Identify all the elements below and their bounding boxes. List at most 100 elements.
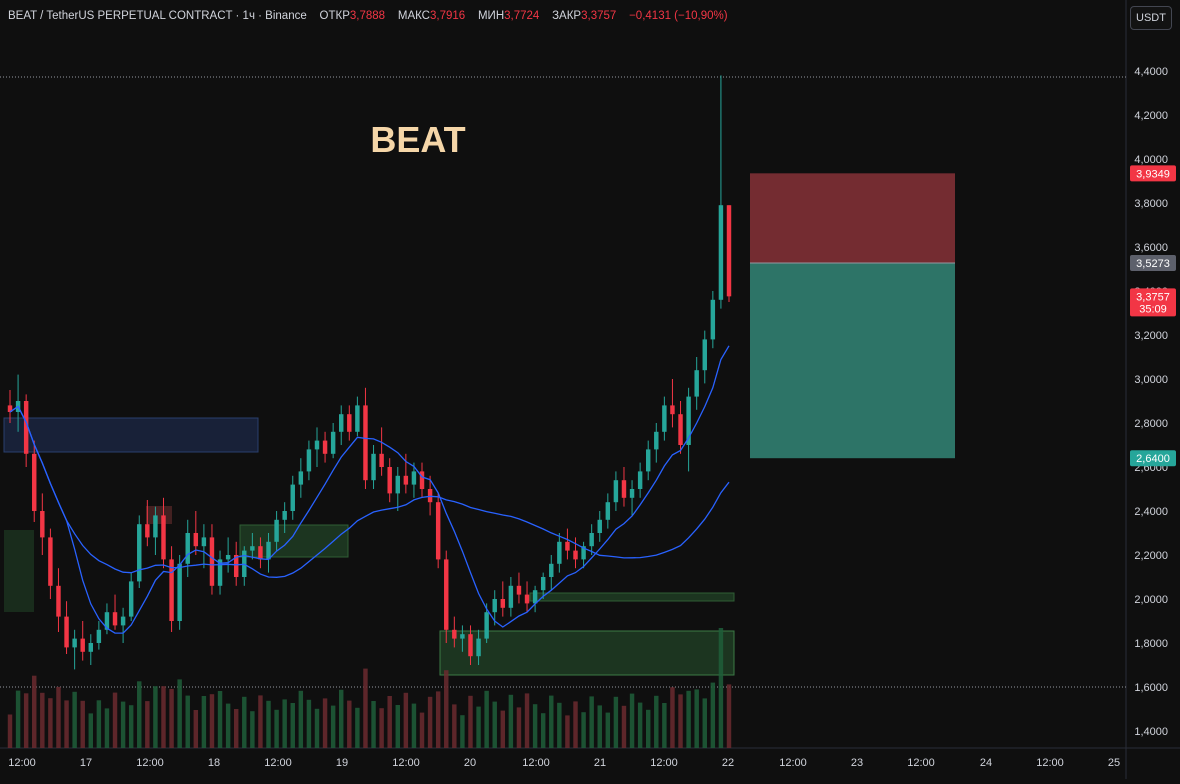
volume-bar [363, 668, 368, 748]
volume-bar [710, 682, 716, 748]
volume-bar [613, 696, 619, 748]
candle-up [686, 396, 691, 445]
volume-bars [7, 628, 732, 748]
support-zone-box [529, 592, 735, 602]
time-tick-label: 12:00 [522, 757, 550, 769]
volume-bar [209, 694, 215, 748]
candle-down [516, 585, 522, 595]
time-axis[interactable]: 12:00 17 12:00 18 12:00 19 12:00 20 12:00 21 12:00… [8, 757, 1120, 769]
price-tick-label: 1,6000 [1134, 682, 1168, 694]
change-value: −0,4131 (−10,90%) [629, 10, 728, 22]
candle-down [161, 515, 166, 560]
candle-up [629, 489, 635, 498]
volume-bar [565, 715, 570, 748]
candle-down [565, 541, 570, 551]
volume-bar [662, 703, 667, 748]
candle-up [476, 638, 481, 657]
volume-bar [120, 701, 126, 748]
candle-down [678, 414, 683, 445]
candle-down [387, 467, 392, 494]
candle-up [339, 414, 344, 432]
candle-up [710, 299, 716, 340]
candle-down [363, 405, 368, 481]
price-tick-label: 4,2000 [1134, 110, 1168, 122]
candle-down [233, 555, 239, 577]
volume-bar [201, 696, 207, 748]
candle-down [32, 453, 37, 511]
interval-label[interactable]: 1ч [242, 10, 255, 22]
position-tool[interactable] [750, 173, 955, 459]
candles-layer[interactable] [7, 75, 732, 670]
volume-bar [678, 694, 683, 748]
volume-bar [274, 709, 279, 748]
candle-down [80, 638, 85, 652]
volume-bar [484, 690, 489, 748]
volume-bar [258, 695, 263, 748]
candle-up [104, 612, 110, 630]
volume-bar [524, 693, 530, 748]
stop-price-label: 3,9349 [1136, 168, 1170, 180]
price-tick-label: 3,6000 [1134, 242, 1168, 254]
volume-bar [500, 710, 506, 748]
candle-up [540, 577, 546, 591]
volume-bar [242, 696, 247, 748]
volume-bar [15, 690, 21, 748]
candle-up [201, 537, 207, 547]
slow-ma-line [9, 405, 730, 578]
candle-down [500, 599, 506, 608]
support-zone-box [439, 630, 735, 676]
candle-down [193, 533, 199, 547]
candle-down [468, 634, 473, 657]
volume-bar [72, 691, 77, 748]
candle-up [654, 431, 659, 450]
candle-down [573, 550, 578, 560]
volume-bar [411, 703, 417, 748]
close-label: ЗАКР [552, 10, 582, 22]
volume-bar [694, 689, 699, 748]
volume-bar [306, 699, 312, 748]
volume-bar [48, 698, 53, 748]
volume-bar [177, 679, 182, 748]
candle-down [48, 537, 53, 586]
candle-up [314, 440, 320, 450]
volume-bar [532, 704, 538, 748]
candle-up [290, 484, 295, 511]
candle-up [185, 533, 190, 564]
candle-up [581, 546, 586, 560]
currency-button[interactable]: USDT [1130, 6, 1172, 30]
price-tick-label: 3,8000 [1134, 198, 1168, 210]
volume-bar [161, 686, 166, 748]
volume-bar [718, 628, 724, 748]
volume-bar [654, 695, 659, 748]
current-price-label-bg [1130, 288, 1176, 317]
volume-bar [573, 701, 578, 748]
candle-down [64, 616, 69, 648]
candle-up [597, 519, 602, 533]
volume-bar [605, 712, 611, 748]
volume-bar [298, 690, 304, 748]
symbol-name[interactable]: BEAT / TetherUS PERPETUAL CONTRACT [8, 10, 233, 22]
candle-up [120, 616, 126, 626]
candle-up [557, 541, 562, 564]
volume-bar [153, 686, 158, 748]
candle-up [613, 480, 619, 503]
volume-bar [371, 701, 376, 748]
candle-down [419, 471, 425, 489]
volume-bar [282, 699, 287, 748]
time-tick-label: 25 [1108, 757, 1120, 769]
volume-bar [314, 708, 320, 748]
candle-up [177, 563, 182, 621]
candle-down [403, 475, 409, 485]
volume-bar [621, 705, 627, 748]
time-tick-label: 12:00 [264, 757, 292, 769]
candle-up [298, 471, 304, 485]
candle-down [23, 401, 29, 454]
volume-bar [185, 695, 190, 748]
volume-bar [339, 689, 344, 748]
candle-up [484, 612, 489, 639]
candle-up [153, 515, 158, 538]
volume-bar [387, 696, 392, 748]
volume-bar [629, 693, 635, 748]
